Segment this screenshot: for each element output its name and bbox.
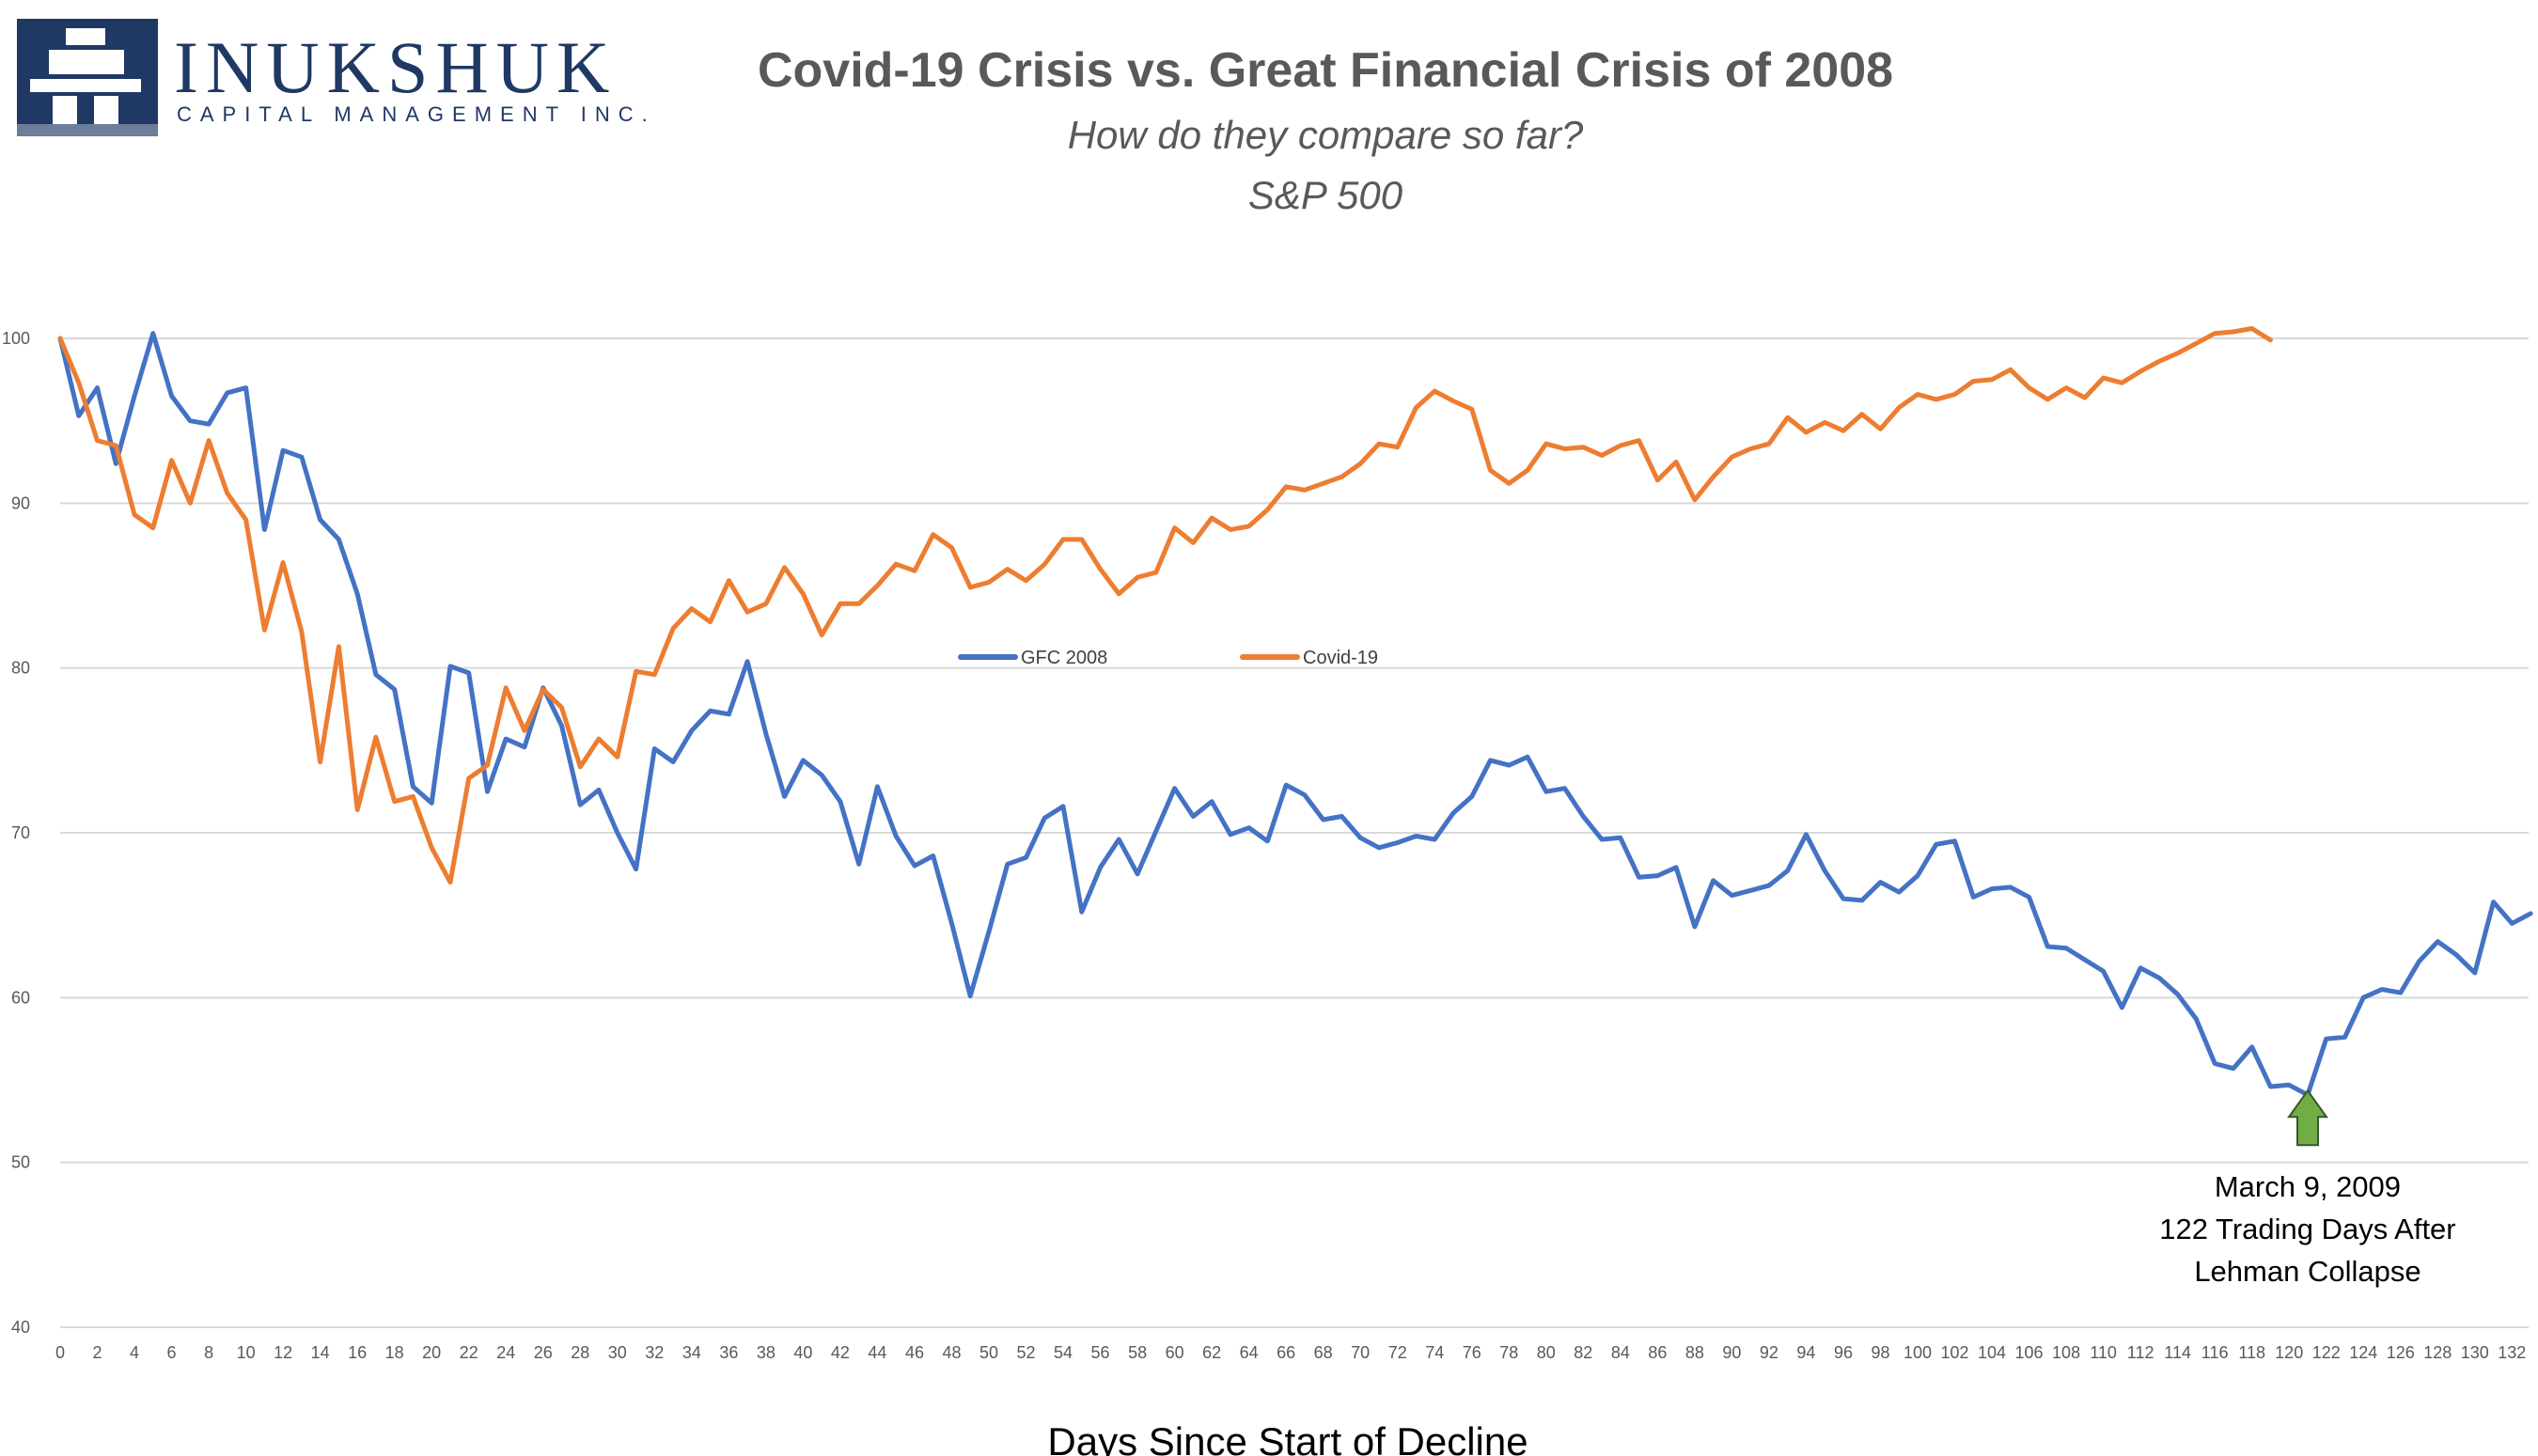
y-axis-ticks: 40 50 60 70 80 90 100 (2, 329, 30, 1337)
x-tick-label: 104 (1978, 1343, 2006, 1362)
x-tick-label: 8 (204, 1343, 213, 1362)
x-tick-label: 90 (1722, 1343, 1741, 1362)
x-tick-label: 42 (831, 1343, 850, 1362)
chart-subtitle-line-2: S&P 500 (1248, 173, 1403, 217)
x-tick-label: 126 (2387, 1343, 2415, 1362)
x-tick-label: 132 (2498, 1343, 2526, 1362)
y-tick-label: 90 (11, 493, 30, 512)
x-tick-label: 78 (1499, 1343, 1518, 1362)
series-lines (57, 326, 2533, 1098)
x-tick-label: 46 (905, 1343, 924, 1362)
x-tick-label: 60 (1166, 1343, 1184, 1362)
x-tick-label: 12 (274, 1343, 292, 1362)
series-line-gfc-2008 (57, 331, 2533, 1098)
x-tick-label: 108 (2052, 1343, 2080, 1362)
x-tick-label: 40 (793, 1343, 812, 1362)
x-tick-label: 56 (1091, 1343, 1110, 1362)
annotation-line-3: Lehman Collapse (2194, 1255, 2420, 1288)
x-tick-label: 62 (1202, 1343, 1221, 1362)
x-tick-label: 68 (1314, 1343, 1333, 1362)
x-tick-label: 0 (55, 1343, 65, 1362)
x-tick-label: 10 (237, 1343, 256, 1362)
x-tick-label: 124 (2349, 1343, 2377, 1362)
legend-item-covid-19: Covid-19 (1240, 648, 1378, 668)
x-tick-label: 120 (2275, 1343, 2303, 1362)
x-tick-label: 94 (1796, 1343, 1815, 1362)
x-tick-label: 66 (1277, 1343, 1295, 1362)
annotation-arrow-icon (2287, 1088, 2328, 1147)
x-tick-label: 48 (942, 1343, 961, 1362)
x-tick-label: 6 (167, 1343, 177, 1362)
y-tick-label: 100 (2, 329, 30, 348)
x-tick-label: 114 (2164, 1343, 2191, 1362)
x-tick-label: 2 (93, 1343, 102, 1362)
x-tick-label: 52 (1017, 1343, 1036, 1362)
x-tick-label: 74 (1425, 1343, 1444, 1362)
y-tick-label: 60 (11, 988, 30, 1007)
x-axis-ticks: 0 2 4 6 8 10 12 14 16 18 20 22 24 26 28 30 32 34 36 38 40 42 4… (55, 1343, 2526, 1362)
x-tick-label: 24 (496, 1343, 515, 1362)
x-tick-label: 122 (2312, 1343, 2341, 1362)
x-tick-label: 116 (2201, 1343, 2229, 1362)
x-tick-label: 32 (645, 1343, 664, 1362)
x-tick-label: 118 (2238, 1343, 2265, 1362)
x-tick-label: 44 (868, 1343, 886, 1362)
y-tick-label: 80 (11, 659, 30, 678)
series-line-covid-19 (57, 326, 2273, 885)
chart-title: Covid-19 Crisis vs. Great Financial Cris… (758, 43, 1893, 98)
x-tick-label: 64 (1240, 1343, 1259, 1362)
x-tick-label: 72 (1388, 1343, 1407, 1362)
x-tick-label: 34 (682, 1343, 701, 1362)
logo-name: INUKSHUK (174, 26, 617, 108)
x-tick-label: 110 (2090, 1343, 2117, 1362)
x-tick-label: 84 (1611, 1343, 1630, 1362)
x-tick-label: 16 (348, 1343, 367, 1362)
x-tick-label: 28 (571, 1343, 589, 1362)
annotation: March 9, 2009 122 Trading Days After Leh… (2159, 1088, 2456, 1288)
x-tick-label: 92 (1760, 1343, 1778, 1362)
x-tick-label: 70 (1351, 1343, 1370, 1362)
x-tick-label: 38 (757, 1343, 776, 1362)
chart-subtitle-line-1: How do they compare so far? (1068, 113, 1584, 157)
x-tick-label: 76 (1463, 1343, 1481, 1362)
x-tick-label: 22 (460, 1343, 478, 1362)
company-logo: INUKSHUK CAPITAL MANAGEMENT INC. (17, 19, 656, 136)
x-tick-label: 54 (1054, 1343, 1073, 1362)
x-tick-label: 106 (2015, 1343, 2044, 1362)
annotation-line-2: 122 Trading Days After (2159, 1213, 2455, 1245)
x-tick-label: 80 (1537, 1343, 1556, 1362)
x-tick-label: 58 (1128, 1343, 1147, 1362)
x-tick-label: 88 (1685, 1343, 1704, 1362)
x-tick-label: 20 (422, 1343, 441, 1362)
x-tick-label: 96 (1834, 1343, 1853, 1362)
x-tick-label: 50 (979, 1343, 998, 1362)
legend-item-gfc-2008: GFC 2008 (958, 648, 1107, 668)
x-axis-label: Days Since Start of Decline (1047, 1419, 1528, 1456)
annotation-line-1: March 9, 2009 (2215, 1170, 2401, 1203)
logo-subtitle: CAPITAL MANAGEMENT INC. (177, 102, 656, 126)
y-tick-label: 40 (11, 1318, 30, 1337)
x-tick-label: 102 (1940, 1343, 1968, 1362)
x-tick-label: 112 (2127, 1343, 2154, 1362)
inukshuk-emblem-icon (17, 19, 158, 136)
x-tick-label: 128 (2423, 1343, 2452, 1362)
x-tick-label: 14 (311, 1343, 330, 1362)
x-tick-label: 36 (719, 1343, 738, 1362)
legend: GFC 2008 Covid-19 (958, 648, 1378, 668)
y-tick-label: 70 (11, 823, 30, 842)
x-tick-label: 4 (130, 1343, 139, 1362)
x-tick-label: 82 (1574, 1343, 1592, 1362)
x-tick-label: 98 (1871, 1343, 1889, 1362)
gridlines (60, 337, 2529, 1328)
legend-label-covid-19: Covid-19 (1303, 648, 1378, 668)
x-tick-label: 26 (534, 1343, 553, 1362)
x-tick-label: 30 (608, 1343, 627, 1362)
y-tick-label: 50 (11, 1153, 30, 1172)
x-tick-label: 86 (1648, 1343, 1667, 1362)
x-tick-label: 100 (1904, 1343, 1932, 1362)
x-tick-label: 18 (385, 1343, 404, 1362)
legend-label-gfc-2008: GFC 2008 (1021, 648, 1107, 668)
x-tick-label: 130 (2461, 1343, 2489, 1362)
